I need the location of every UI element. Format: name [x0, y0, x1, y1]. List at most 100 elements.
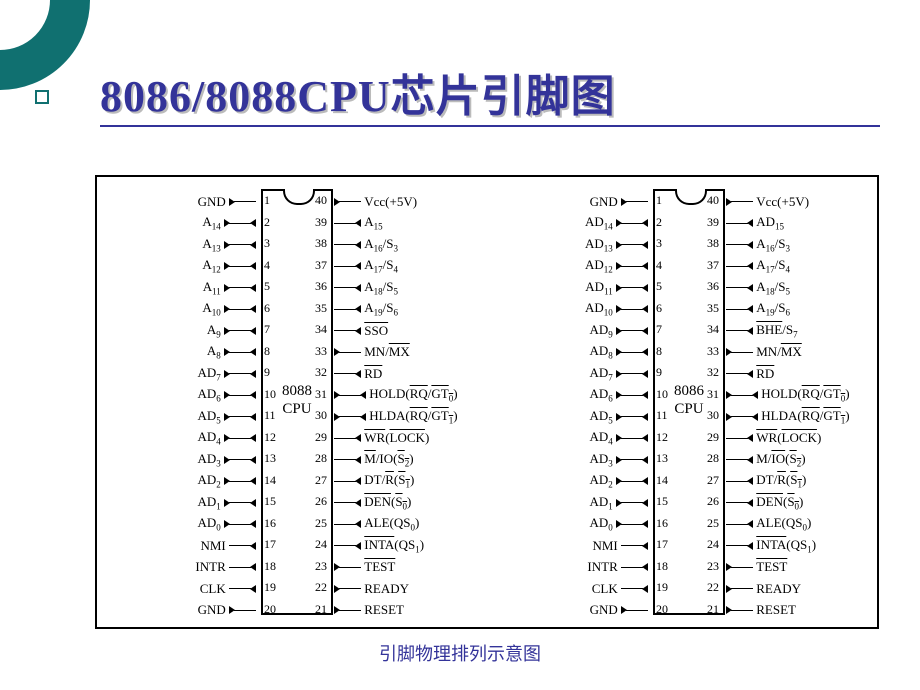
pin-row: A14 239 A15	[101, 213, 481, 235]
pin-number: 15	[264, 494, 276, 509]
pin-label: RESET	[756, 602, 796, 618]
pin-number: 16	[264, 516, 276, 531]
pin-number: 37	[703, 258, 719, 273]
pin-row: AD5 1130 HLDA(RQ/GT1)	[493, 406, 873, 428]
pin-number: 13	[656, 451, 668, 466]
chip-8086-block: 8086CPUGND 140 Vcc(+5V)AD14 239 AD15AD13…	[493, 185, 873, 619]
pin-number: 14	[264, 473, 276, 488]
title-bullet-icon	[35, 90, 49, 104]
pin-number: 7	[264, 322, 270, 337]
pin-label: M/IO(S2)	[756, 451, 805, 469]
pin-number: 5	[264, 279, 270, 294]
pin-row: AD12 437 A17/S4	[493, 256, 873, 278]
pin-number: 31	[311, 387, 327, 402]
diagram-panel: 8088CPUGND 140 Vcc(+5V)A14 239 A15A13 33…	[95, 175, 879, 629]
pin-right: M/IO(S2)	[334, 449, 481, 471]
pin-row: GND 140 Vcc(+5V)	[101, 191, 481, 213]
pin-right: M/IO(S2)	[726, 449, 873, 471]
pin-number: 33	[311, 344, 327, 359]
pin-number: 40	[311, 193, 327, 208]
pin-label: AD1	[589, 494, 612, 512]
pin-number: 29	[703, 430, 719, 445]
pin-label: AD4	[589, 429, 612, 447]
pin-label: AD10	[585, 300, 613, 318]
pin-row: AD7 932 RD	[493, 363, 873, 385]
pin-label: A19/S6	[756, 300, 790, 318]
pin-right: DT/R(S1)	[726, 471, 873, 493]
pin-number: 23	[311, 559, 327, 574]
pin-label: DEN(S0)	[756, 494, 803, 512]
pin-row: CLK 1922 READY	[101, 578, 481, 600]
pin-number: 30	[703, 408, 719, 423]
pin-label: INTA(QS1)	[364, 537, 424, 555]
pin-label: CLK	[592, 581, 618, 597]
pin-right: READY	[334, 578, 481, 600]
pin-number: 22	[311, 580, 327, 595]
pin-number: 34	[311, 322, 327, 337]
pin-number: 16	[656, 516, 668, 531]
pin-left: A11	[101, 277, 256, 299]
pin-left: GND	[101, 600, 256, 622]
pin-label: A14	[202, 214, 220, 232]
pin-label: AD5	[589, 408, 612, 426]
slide-title: 8086/8088CPU芯片引脚图	[100, 60, 880, 124]
pin-number: 26	[703, 494, 719, 509]
pin-number: 13	[264, 451, 276, 466]
pin-label: RESET	[364, 602, 404, 618]
pin-number: 24	[703, 537, 719, 552]
pin-row: AD4 1229 WR(LOCK)	[493, 428, 873, 450]
pin-left: GND	[493, 600, 648, 622]
pin-label: AD3	[197, 451, 220, 469]
pin-number: 9	[656, 365, 662, 380]
pin-label: AD1	[197, 494, 220, 512]
pin-row: AD11 536 A18/S5	[493, 277, 873, 299]
pin-number: 22	[703, 580, 719, 595]
pin-right: Vcc(+5V)	[334, 191, 481, 213]
pin-label: AD8	[589, 343, 612, 361]
pin-number: 14	[656, 473, 668, 488]
pin-right: INTA(QS1)	[726, 535, 873, 557]
pin-row: AD0 1625 ALE(QS0)	[101, 514, 481, 536]
pin-label: A13	[202, 236, 220, 254]
pin-right: RESET	[334, 600, 481, 622]
pin-right: A16/S3	[334, 234, 481, 256]
pin-label: A17/S4	[364, 257, 398, 275]
pin-row: AD6 1031 HOLD(RQ/GT0)	[101, 385, 481, 407]
pin-number: 30	[311, 408, 327, 423]
pin-label: INTR	[195, 559, 225, 575]
pin-left: AD5	[101, 406, 256, 428]
pin-row: GND 2021 RESET	[493, 600, 873, 622]
pin-number: 7	[656, 322, 662, 337]
pin-left: AD7	[101, 363, 256, 385]
pin-right: A17/S4	[726, 256, 873, 278]
pin-label: HLDA(RQ/GT1)	[369, 408, 457, 426]
pin-right: HOLD(RQ/GT0)	[726, 385, 873, 407]
pin-number: 9	[264, 365, 270, 380]
pin-right: MN/MX	[726, 342, 873, 364]
pin-left: GND	[101, 191, 256, 213]
pin-row: AD5 1130 HLDA(RQ/GT1)	[101, 406, 481, 428]
pin-number: 6	[656, 301, 662, 316]
pin-row: INTR 1823 TEST	[101, 557, 481, 579]
pin-label: TEST	[756, 559, 787, 575]
pin-label: NMI	[200, 538, 225, 554]
pin-number: 33	[703, 344, 719, 359]
pin-number: 29	[311, 430, 327, 445]
slide: 8086/8088CPU芯片引脚图 8088CPUGND 140 Vcc(+5V…	[0, 0, 920, 690]
pin-row: A13 338 A16/S3	[101, 234, 481, 256]
pin-right: A19/S6	[726, 299, 873, 321]
pin-right: WR(LOCK)	[726, 428, 873, 450]
pin-label: GND	[198, 602, 226, 618]
pin-number: 25	[703, 516, 719, 531]
pin-right: TEST	[726, 557, 873, 579]
pin-number: 6	[264, 301, 270, 316]
pin-number: 38	[311, 236, 327, 251]
pin-right: HLDA(RQ/GT1)	[334, 406, 481, 428]
pin-right: AD15	[726, 213, 873, 235]
pin-number: 21	[703, 602, 719, 617]
pin-number: 32	[311, 365, 327, 380]
pin-left: AD4	[493, 428, 648, 450]
pin-label: MN/MX	[364, 344, 410, 360]
pin-label: AD0	[197, 515, 220, 533]
pin-label: A12	[202, 257, 220, 275]
